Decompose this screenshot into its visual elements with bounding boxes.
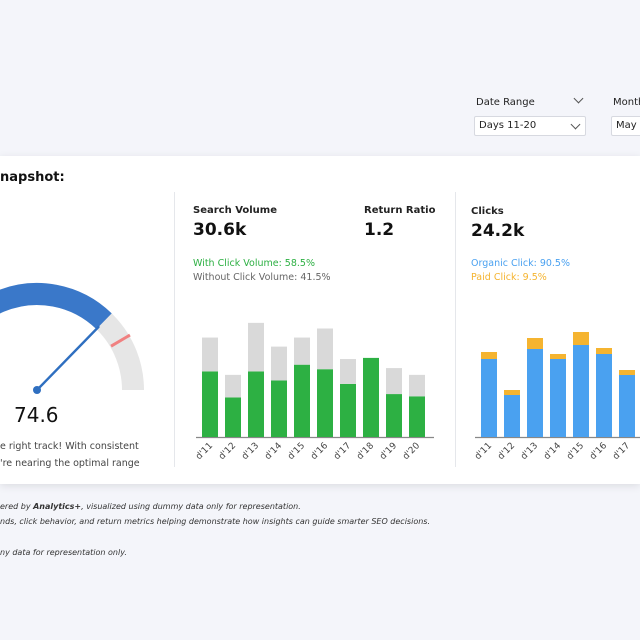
search-volume-chart: d'11 d'12 d'13 d'14 d'15 d'16 d'17 d'18 d'19 d'20	[194, 322, 434, 462]
gauge-chart	[0, 283, 144, 394]
bar-without-click-volume-0	[202, 337, 218, 372]
x-tick-label: d'12	[217, 441, 238, 462]
chevron-down-icon	[570, 119, 581, 130]
gauge-marker	[110, 333, 131, 348]
footer-line2: nds, click behavior, and return metrics …	[0, 517, 430, 526]
x-tick-label: d'13	[240, 441, 261, 462]
bar-paid-click-4	[573, 332, 589, 345]
organic-click-legend: Organic Click: 90.5%	[471, 258, 571, 269]
bar-organic-click-2	[527, 349, 543, 437]
clicks-chart: d'11 d'12 d'13 d'14 d'15 d'16 d'17	[473, 332, 640, 462]
clicks-label: Clicks	[471, 206, 504, 217]
return-ratio-value: 1.2	[364, 220, 395, 240]
return-ratio-label: Return Ratio	[364, 205, 436, 216]
bar-with-click-volume-5	[317, 369, 333, 437]
bar-with-click-volume-7	[363, 357, 379, 437]
gauge-message-line2: 're nearing the optimal range	[0, 458, 140, 469]
x-tick-label: d'16	[309, 441, 330, 462]
x-tick-label: d'20	[401, 441, 422, 462]
date-range-value: Days 11-20	[479, 120, 537, 131]
bar-with-click-volume-6	[340, 383, 356, 437]
bar-without-click-volume-8	[386, 368, 402, 395]
paid-click-legend: Paid Click: 9.5%	[471, 272, 547, 283]
bar-organic-click-3	[550, 359, 566, 437]
clicks-value: 24.2k	[471, 221, 525, 241]
footer-line3: ny data for representation only.	[0, 548, 127, 557]
bar-organic-click-0	[481, 359, 497, 437]
month-select[interactable]: May	[611, 116, 640, 136]
divider-2	[455, 192, 456, 467]
x-tick-label: d'19	[378, 441, 399, 462]
gauge-value: 74.6	[14, 403, 59, 427]
bar-with-click-volume-4	[294, 364, 310, 437]
divider-1	[174, 192, 175, 467]
footer-line1-suffix: , visualized using dummy data only for r…	[81, 502, 301, 511]
bar-without-click-volume-1	[225, 374, 241, 398]
search-volume-value: 30.6k	[193, 220, 247, 240]
gauge-fill	[0, 283, 112, 330]
bar-with-click-volume-1	[225, 397, 241, 437]
x-tick-label: d'14	[542, 441, 563, 462]
date-range-select[interactable]: Days 11-20	[474, 116, 586, 136]
bar-without-click-volume-3	[271, 346, 287, 381]
bar-paid-click-5	[596, 348, 612, 354]
x-tick-label: d'16	[588, 441, 609, 462]
bar-paid-click-6	[619, 370, 635, 375]
with-click-legend: With Click Volume: 58.5%	[193, 258, 315, 269]
footer-line1: ered by Analytics+, visualized using dum…	[0, 502, 301, 511]
bar-with-click-volume-2	[248, 371, 264, 437]
search-volume-label: Search Volume	[193, 205, 278, 216]
x-tick-label: d'11	[194, 441, 215, 462]
without-click-legend: Without Click Volume: 41.5%	[193, 272, 331, 283]
month-label: Month	[613, 97, 640, 108]
footer-brand: Analytics+	[33, 502, 82, 511]
x-tick-label: d'11	[473, 441, 494, 462]
date-range-label: Date Range	[476, 97, 535, 108]
gauge-needle	[35, 325, 100, 392]
x-tick-label: d'13	[519, 441, 540, 462]
bar-organic-click-1	[504, 395, 520, 437]
month-value: May	[616, 120, 637, 131]
bar-paid-click-3	[550, 354, 566, 359]
bar-without-click-volume-9	[409, 374, 425, 397]
bar-organic-click-6	[619, 375, 635, 437]
bar-paid-click-2	[527, 338, 543, 349]
bar-paid-click-0	[481, 352, 497, 359]
bar-with-click-volume-3	[271, 380, 287, 437]
x-tick-label: d'18	[355, 441, 376, 462]
x-tick-label: d'17	[611, 441, 632, 462]
bar-without-click-volume-6	[340, 359, 356, 384]
x-tick-label: d'12	[496, 441, 517, 462]
bar-without-click-volume-2	[248, 322, 264, 372]
bar-paid-click-1	[504, 390, 520, 395]
footer-line1-prefix: ered by	[0, 502, 34, 511]
bar-with-click-volume-9	[409, 396, 425, 437]
gauge-pivot	[33, 386, 41, 394]
x-tick-label: d'17	[332, 441, 353, 462]
gauge-message-line1: e right track! With consistent	[0, 441, 139, 452]
x-tick-label: d'14	[263, 441, 284, 462]
bar-organic-click-4	[573, 345, 589, 437]
bar-without-click-volume-4	[294, 337, 310, 365]
bar-with-click-volume-0	[202, 371, 218, 437]
x-tick-label: d'15	[565, 441, 586, 462]
bar-with-click-volume-8	[386, 394, 402, 437]
bar-organic-click-5	[596, 354, 612, 437]
card-title: napshot:	[0, 170, 65, 185]
x-tick-label: d'15	[286, 441, 307, 462]
bar-without-click-volume-5	[317, 328, 333, 370]
